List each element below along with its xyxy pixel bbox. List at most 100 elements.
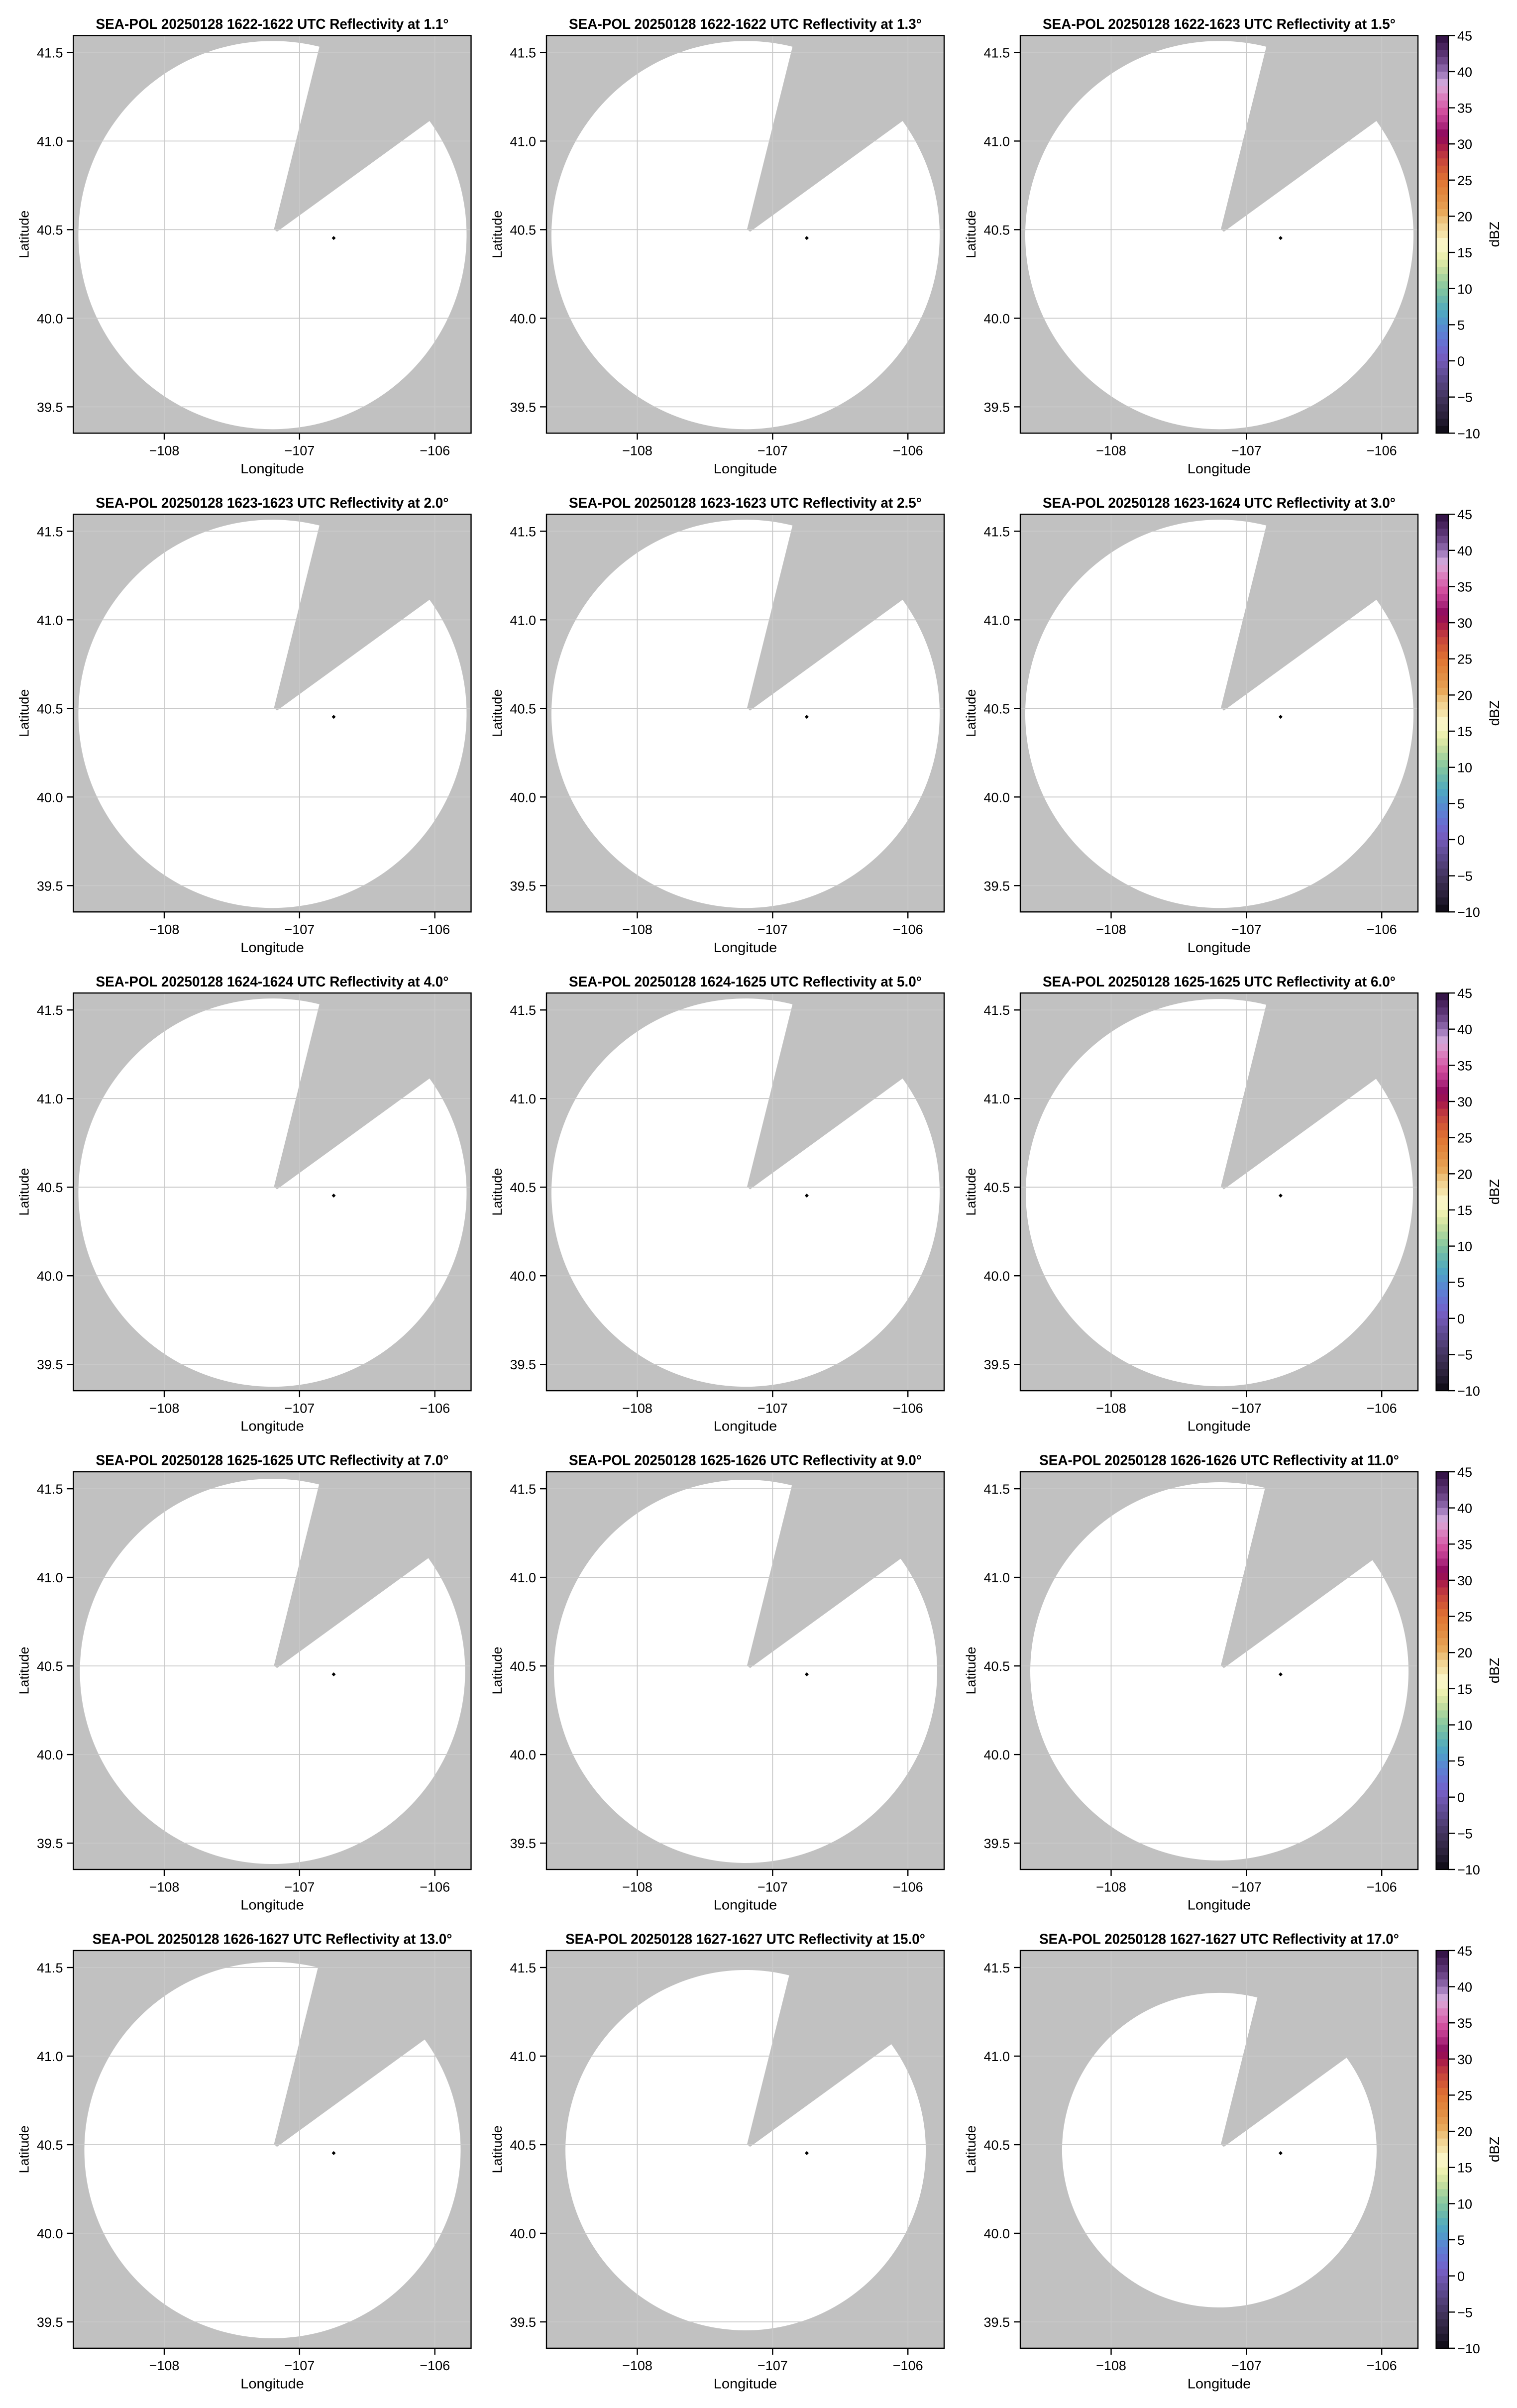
svg-text:41.5: 41.5 [510,1003,536,1018]
svg-text:40.0: 40.0 [37,311,63,326]
svg-text:40.0: 40.0 [510,311,536,326]
svg-text:39.5: 39.5 [37,400,63,415]
svg-text:41.5: 41.5 [983,1482,1010,1497]
svg-text:40: 40 [1457,65,1472,80]
svg-text:Longitude: Longitude [714,461,777,476]
svg-text:41.5: 41.5 [37,524,63,539]
svg-text:40.5: 40.5 [510,701,536,716]
svg-text:10: 10 [1457,282,1472,297]
svg-text:−108: −108 [1096,1879,1126,1894]
svg-text:40.5: 40.5 [37,701,63,716]
svg-text:Longitude: Longitude [714,1897,777,1913]
svg-text:41.0: 41.0 [510,2049,536,2064]
svg-text:Latitude: Latitude [17,1646,32,1694]
svg-text:−106: −106 [1367,1401,1397,1416]
svg-text:Longitude: Longitude [1188,2376,1251,2392]
svg-text:40.5: 40.5 [983,701,1010,716]
svg-text:SEA-POL 20250128 1623-1623 UTC: SEA-POL 20250128 1623-1623 UTC Reflectiv… [569,495,922,511]
svg-text:dBZ: dBZ [1487,1179,1502,1204]
svg-text:41.0: 41.0 [37,613,63,628]
svg-text:41.0: 41.0 [983,1570,1010,1585]
svg-text:15: 15 [1457,2161,1472,2176]
svg-text:−108: −108 [149,443,180,458]
svg-text:40.0: 40.0 [983,1748,1010,1762]
svg-text:−108: −108 [1096,2358,1126,2373]
svg-text:−10: −10 [1457,1862,1480,1877]
svg-text:41.0: 41.0 [983,134,1010,149]
svg-text:15: 15 [1457,245,1472,260]
svg-text:SEA-POL 20250128 1626-1626 UTC: SEA-POL 20250128 1626-1626 UTC Reflectiv… [1039,1453,1399,1469]
svg-text:39.5: 39.5 [37,878,63,893]
svg-text:40.5: 40.5 [983,2138,1010,2153]
svg-text:Latitude: Latitude [490,211,505,258]
svg-text:Longitude: Longitude [714,2376,777,2392]
svg-text:−107: −107 [1231,443,1262,458]
svg-text:25: 25 [1457,652,1472,667]
svg-text:−108: −108 [622,443,652,458]
svg-text:dBZ: dBZ [1487,2137,1502,2162]
svg-text:−106: −106 [893,443,923,458]
svg-text:25: 25 [1457,173,1472,188]
svg-text:30: 30 [1457,1095,1472,1109]
svg-text:−106: −106 [1367,1879,1397,1894]
svg-text:Latitude: Latitude [490,2125,505,2173]
svg-text:−108: −108 [622,2358,652,2373]
svg-text:0: 0 [1457,1790,1465,1805]
svg-text:Longitude: Longitude [1188,461,1251,476]
svg-text:Latitude: Latitude [964,1168,978,1216]
svg-text:40.0: 40.0 [37,1748,63,1762]
svg-text:0: 0 [1457,833,1465,848]
svg-text:41.0: 41.0 [510,134,536,149]
svg-text:45: 45 [1457,28,1472,43]
svg-text:39.5: 39.5 [983,400,1010,415]
svg-text:−107: −107 [284,443,315,458]
svg-text:SEA-POL 20250128 1623-1623 UTC: SEA-POL 20250128 1623-1623 UTC Reflectiv… [96,495,449,511]
svg-text:SEA-POL 20250128 1625-1626 UTC: SEA-POL 20250128 1625-1626 UTC Reflectiv… [569,1453,922,1469]
svg-text:0: 0 [1457,1312,1465,1326]
svg-text:40.0: 40.0 [983,790,1010,805]
svg-text:20: 20 [1457,210,1472,224]
svg-text:Longitude: Longitude [714,940,777,955]
svg-text:−106: −106 [893,922,923,937]
svg-text:39.5: 39.5 [37,2315,63,2330]
svg-text:−106: −106 [420,2358,450,2373]
svg-text:SEA-POL 20250128 1622-1622 UTC: SEA-POL 20250128 1622-1622 UTC Reflectiv… [569,16,922,32]
svg-text:20: 20 [1457,688,1472,703]
svg-text:−106: −106 [420,1401,450,1416]
svg-text:−107: −107 [758,1879,788,1894]
svg-text:41.0: 41.0 [983,613,1010,628]
svg-text:−106: −106 [1367,2358,1397,2373]
svg-text:25: 25 [1457,1131,1472,1146]
svg-text:40: 40 [1457,1501,1472,1516]
svg-text:45: 45 [1457,1944,1472,1959]
svg-text:40.5: 40.5 [510,2138,536,2153]
svg-text:40.0: 40.0 [510,2226,536,2241]
svg-text:−108: −108 [149,2358,180,2373]
svg-text:35: 35 [1457,1058,1472,1073]
svg-text:35: 35 [1457,1537,1472,1552]
svg-text:39.5: 39.5 [510,400,536,415]
svg-text:41.5: 41.5 [510,1482,536,1497]
svg-text:40: 40 [1457,1980,1472,1995]
svg-text:0: 0 [1457,2269,1465,2284]
svg-text:10: 10 [1457,1718,1472,1733]
svg-text:39.5: 39.5 [37,1836,63,1851]
svg-text:40.0: 40.0 [510,1269,536,1284]
svg-text:−108: −108 [1096,1401,1126,1416]
svg-text:41.0: 41.0 [510,1092,536,1106]
svg-text:41.0: 41.0 [37,134,63,149]
svg-text:40.5: 40.5 [510,1659,536,1674]
svg-text:−107: −107 [284,922,315,937]
svg-text:41.0: 41.0 [37,1570,63,1585]
svg-text:Latitude: Latitude [17,1168,32,1216]
svg-text:39.5: 39.5 [37,1357,63,1372]
svg-text:−107: −107 [1231,1401,1262,1416]
svg-text:20: 20 [1457,1645,1472,1660]
svg-text:40.0: 40.0 [983,311,1010,326]
svg-text:−106: −106 [893,1879,923,1894]
svg-text:−106: −106 [1367,443,1397,458]
svg-text:40.0: 40.0 [37,790,63,805]
svg-text:−106: −106 [1367,922,1397,937]
svg-text:39.5: 39.5 [983,2315,1010,2330]
svg-text:Latitude: Latitude [964,1646,978,1694]
